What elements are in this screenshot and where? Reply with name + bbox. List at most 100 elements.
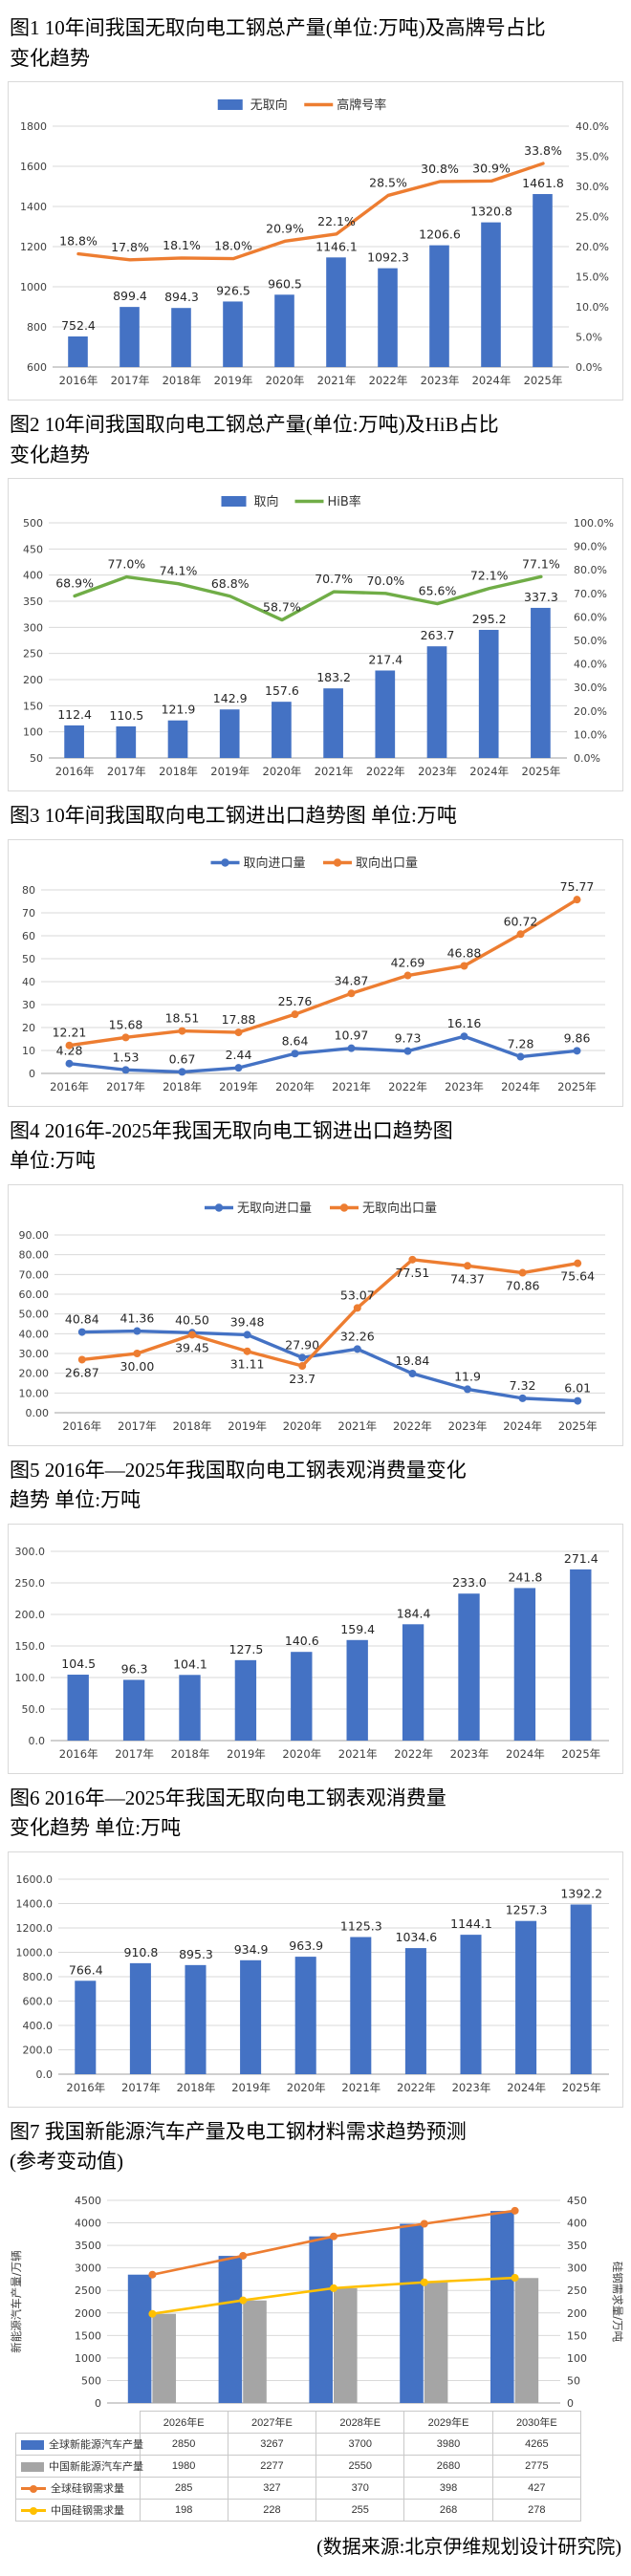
svg-text:1500: 1500 bbox=[75, 2329, 101, 2342]
svg-text:2020年: 2020年 bbox=[275, 1080, 315, 1093]
svg-text:150.0: 150.0 bbox=[15, 1640, 46, 1653]
svg-text:HiB率: HiB率 bbox=[328, 494, 361, 509]
table-value-cell: 255 bbox=[316, 2498, 405, 2522]
svg-text:0: 0 bbox=[567, 2397, 574, 2410]
svg-text:80.00: 80.00 bbox=[19, 1248, 50, 1261]
svg-text:1800: 1800 bbox=[20, 120, 47, 133]
svg-text:70.00: 70.00 bbox=[19, 1268, 50, 1281]
table-value-cell: 327 bbox=[227, 2476, 317, 2500]
svg-text:30.0%: 30.0% bbox=[576, 181, 609, 193]
svg-text:2000: 2000 bbox=[75, 2306, 101, 2319]
svg-text:1000: 1000 bbox=[20, 281, 47, 293]
svg-text:142.9: 142.9 bbox=[213, 691, 248, 705]
svg-text:10: 10 bbox=[22, 1045, 35, 1057]
svg-text:0.0: 0.0 bbox=[36, 2068, 54, 2081]
svg-text:121.9: 121.9 bbox=[162, 703, 196, 717]
svg-text:12.21: 12.21 bbox=[53, 1025, 87, 1039]
svg-text:60.0%: 60.0% bbox=[574, 611, 607, 623]
svg-text:2022年: 2022年 bbox=[369, 374, 408, 387]
line-series: 26.87 30.00 39.45 31.11 23.7 53.07 77.51 74.37 7… bbox=[65, 1255, 595, 1386]
svg-text:2025年: 2025年 bbox=[562, 2081, 601, 2094]
svg-text:1200: 1200 bbox=[20, 241, 47, 253]
svg-text:2020年: 2020年 bbox=[282, 1747, 321, 1761]
svg-text:295.2: 295.2 bbox=[472, 612, 507, 626]
table-year-header: 2030年E bbox=[491, 2410, 582, 2434]
svg-text:18.1%: 18.1% bbox=[163, 238, 201, 252]
table-value-cell: 4265 bbox=[491, 2432, 582, 2456]
svg-text:2024年: 2024年 bbox=[507, 2081, 546, 2094]
table-year-header: 2029年E bbox=[403, 2410, 493, 2434]
svg-text:127.5: 127.5 bbox=[229, 1641, 264, 1656]
svg-text:2017年: 2017年 bbox=[107, 765, 146, 778]
svg-text:5.0%: 5.0% bbox=[576, 332, 602, 344]
svg-text:1600: 1600 bbox=[20, 161, 47, 173]
svg-text:1400.0: 1400.0 bbox=[16, 1897, 54, 1910]
svg-text:1146.1: 1146.1 bbox=[316, 239, 358, 253]
gridlines: 90.00 80.00 70.00 60.00 50.00 40.00 30.00 20.00… bbox=[19, 1229, 605, 1419]
svg-text:1125.3: 1125.3 bbox=[340, 1918, 382, 1933]
svg-text:400: 400 bbox=[23, 570, 43, 582]
table-value-cell: 2850 bbox=[139, 2432, 228, 2456]
figure-2-chart: 500 450 400 350 300 250 200 150 100 50 100.0% 90.0%… bbox=[8, 478, 623, 791]
bar-series: 766.4 910.8 895.3 934.9 963.9 1125.3 1034.6 114… bbox=[69, 1886, 602, 2074]
svg-text:112.4: 112.4 bbox=[57, 707, 92, 722]
svg-text:0.00: 0.00 bbox=[26, 1407, 50, 1419]
svg-text:2016年: 2016年 bbox=[66, 2081, 105, 2094]
svg-text:2024年: 2024年 bbox=[469, 765, 509, 778]
svg-text:31.11: 31.11 bbox=[230, 1356, 265, 1371]
svg-text:4500: 4500 bbox=[75, 2195, 101, 2207]
svg-text:337.3: 337.3 bbox=[524, 590, 558, 604]
svg-text:60.00: 60.00 bbox=[19, 1288, 50, 1301]
svg-text:27.90: 27.90 bbox=[285, 1337, 319, 1352]
bar-series: 752.4 899.4 894.3 926.5 960.5 1146.1 1092.3 120… bbox=[61, 176, 564, 367]
figure-6-chart: 1600.0 1400.0 1200.0 1000.0 800.0 600.0 400.0 2… bbox=[8, 1851, 623, 2108]
svg-text:300.0: 300.0 bbox=[15, 1546, 46, 1558]
svg-text:2025年: 2025年 bbox=[524, 374, 563, 387]
svg-text:2016年: 2016年 bbox=[62, 1419, 101, 1433]
figure-5-canvas: 300.0 250.0 200.0 150.0 100.0 50.0 0.0 104.5 96.… bbox=[15, 1546, 609, 1761]
svg-text:2023年: 2023年 bbox=[450, 1747, 490, 1761]
svg-text:250: 250 bbox=[23, 648, 43, 660]
svg-text:766.4: 766.4 bbox=[69, 1962, 103, 1977]
svg-text:2022年: 2022年 bbox=[388, 1080, 427, 1093]
svg-text:895.3: 895.3 bbox=[179, 1946, 213, 1960]
svg-text:32.26: 32.26 bbox=[340, 1329, 375, 1343]
svg-text:350: 350 bbox=[567, 2240, 587, 2252]
svg-text:30.9%: 30.9% bbox=[472, 161, 511, 175]
svg-text:2022年: 2022年 bbox=[393, 1419, 432, 1433]
svg-text:取向: 取向 bbox=[254, 494, 279, 509]
svg-text:10.97: 10.97 bbox=[335, 1028, 369, 1042]
svg-text:140.6: 140.6 bbox=[285, 1634, 319, 1648]
legend: 无取向 高牌号率 bbox=[217, 97, 386, 113]
svg-text:高牌号率: 高牌号率 bbox=[337, 97, 386, 113]
svg-text:200.0: 200.0 bbox=[15, 1609, 46, 1621]
svg-text:2019年: 2019年 bbox=[228, 1419, 267, 1433]
bar-swatch-icon bbox=[21, 2439, 44, 2450]
svg-text:30.8%: 30.8% bbox=[421, 162, 459, 176]
svg-text:2500: 2500 bbox=[75, 2284, 101, 2297]
svg-text:10.0%: 10.0% bbox=[574, 728, 607, 741]
svg-text:46.88: 46.88 bbox=[447, 945, 482, 960]
svg-text:2020年: 2020年 bbox=[266, 374, 305, 387]
svg-text:77.51: 77.51 bbox=[396, 1265, 430, 1279]
svg-text:无取向进口量: 无取向进口量 bbox=[237, 1201, 312, 1216]
svg-text:2021年: 2021年 bbox=[332, 1080, 371, 1093]
svg-text:600.0: 600.0 bbox=[23, 1995, 54, 2007]
data-source-note: (数据来源:北京伊维规划设计研究院) bbox=[316, 2536, 621, 2558]
svg-text:9.73: 9.73 bbox=[395, 1030, 422, 1045]
svg-text:42.69: 42.69 bbox=[391, 955, 425, 969]
svg-text:350: 350 bbox=[23, 595, 43, 608]
svg-text:100.0%: 100.0% bbox=[574, 517, 614, 530]
svg-text:7.32: 7.32 bbox=[510, 1377, 536, 1392]
svg-text:1392.2: 1392.2 bbox=[560, 1886, 602, 1900]
svg-text:20: 20 bbox=[22, 1022, 35, 1034]
svg-text:217.4: 217.4 bbox=[368, 652, 403, 666]
table-value-cell: 198 bbox=[139, 2498, 228, 2522]
table-value-cell: 427 bbox=[491, 2476, 582, 2500]
table-value-cell: 285 bbox=[139, 2476, 228, 2500]
svg-text:183.2: 183.2 bbox=[316, 670, 351, 684]
svg-text:50: 50 bbox=[567, 2374, 580, 2387]
svg-text:1144.1: 1144.1 bbox=[450, 1916, 492, 1931]
svg-text:70.0%: 70.0% bbox=[574, 588, 607, 600]
svg-text:25.76: 25.76 bbox=[278, 994, 313, 1008]
